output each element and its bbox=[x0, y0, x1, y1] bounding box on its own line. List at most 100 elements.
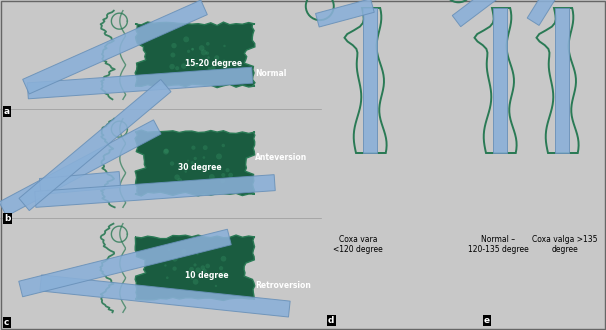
Circle shape bbox=[181, 63, 187, 69]
Text: Normal: Normal bbox=[255, 69, 287, 78]
Circle shape bbox=[204, 248, 211, 255]
Circle shape bbox=[204, 46, 211, 54]
Circle shape bbox=[201, 248, 207, 254]
Circle shape bbox=[181, 271, 186, 276]
Circle shape bbox=[190, 27, 201, 39]
Polygon shape bbox=[555, 8, 569, 153]
Circle shape bbox=[154, 245, 159, 250]
Circle shape bbox=[178, 178, 182, 183]
Text: Coxa valga >135
degree: Coxa valga >135 degree bbox=[532, 235, 598, 254]
Circle shape bbox=[209, 182, 215, 188]
Circle shape bbox=[215, 285, 217, 287]
Circle shape bbox=[196, 172, 207, 182]
Circle shape bbox=[162, 30, 167, 35]
Circle shape bbox=[205, 285, 213, 293]
Circle shape bbox=[166, 61, 175, 69]
Circle shape bbox=[210, 256, 221, 266]
Circle shape bbox=[181, 58, 186, 64]
Polygon shape bbox=[40, 275, 290, 317]
Circle shape bbox=[202, 41, 211, 49]
Circle shape bbox=[175, 33, 185, 43]
Circle shape bbox=[159, 256, 166, 263]
Circle shape bbox=[159, 271, 170, 281]
Circle shape bbox=[214, 176, 221, 183]
Circle shape bbox=[196, 178, 206, 187]
Circle shape bbox=[231, 255, 237, 260]
Circle shape bbox=[183, 165, 192, 174]
Circle shape bbox=[191, 48, 194, 51]
Circle shape bbox=[193, 162, 198, 166]
Text: e: e bbox=[484, 316, 490, 325]
Circle shape bbox=[231, 265, 242, 275]
Circle shape bbox=[157, 40, 165, 49]
Text: Retroversion: Retroversion bbox=[255, 281, 311, 290]
Circle shape bbox=[167, 165, 175, 173]
Circle shape bbox=[187, 267, 191, 272]
Circle shape bbox=[151, 61, 161, 71]
Polygon shape bbox=[19, 80, 171, 211]
Circle shape bbox=[152, 282, 159, 290]
Text: b: b bbox=[4, 214, 10, 223]
Polygon shape bbox=[493, 8, 507, 153]
Circle shape bbox=[216, 153, 222, 159]
Circle shape bbox=[166, 277, 168, 279]
Circle shape bbox=[170, 179, 178, 186]
Circle shape bbox=[229, 164, 236, 171]
Circle shape bbox=[179, 52, 189, 62]
Circle shape bbox=[201, 31, 208, 38]
Circle shape bbox=[193, 279, 198, 285]
Circle shape bbox=[146, 155, 155, 163]
Circle shape bbox=[236, 139, 242, 145]
Circle shape bbox=[217, 37, 227, 48]
Circle shape bbox=[190, 56, 198, 64]
Circle shape bbox=[217, 41, 228, 52]
Circle shape bbox=[193, 52, 204, 63]
Circle shape bbox=[198, 136, 207, 146]
Circle shape bbox=[162, 152, 174, 163]
Circle shape bbox=[196, 151, 201, 156]
Circle shape bbox=[219, 266, 223, 270]
Circle shape bbox=[199, 51, 210, 63]
Circle shape bbox=[187, 160, 189, 162]
Circle shape bbox=[205, 144, 216, 154]
Circle shape bbox=[208, 267, 218, 276]
Circle shape bbox=[224, 65, 235, 77]
Circle shape bbox=[171, 50, 180, 59]
Circle shape bbox=[213, 167, 219, 173]
Polygon shape bbox=[135, 22, 255, 88]
Circle shape bbox=[193, 263, 196, 267]
Circle shape bbox=[224, 56, 235, 66]
Circle shape bbox=[231, 272, 240, 280]
Circle shape bbox=[193, 163, 204, 173]
Polygon shape bbox=[0, 120, 161, 216]
Circle shape bbox=[186, 52, 196, 62]
Polygon shape bbox=[452, 0, 506, 27]
Circle shape bbox=[148, 56, 155, 63]
Circle shape bbox=[202, 156, 205, 159]
Circle shape bbox=[213, 37, 221, 45]
Circle shape bbox=[199, 274, 205, 280]
Circle shape bbox=[207, 56, 210, 59]
Circle shape bbox=[176, 284, 185, 294]
Circle shape bbox=[222, 144, 225, 147]
Circle shape bbox=[183, 36, 189, 42]
Circle shape bbox=[218, 286, 225, 293]
Circle shape bbox=[146, 242, 154, 250]
Circle shape bbox=[189, 283, 199, 293]
Circle shape bbox=[224, 155, 230, 160]
Circle shape bbox=[213, 255, 221, 263]
Circle shape bbox=[223, 159, 228, 164]
Circle shape bbox=[225, 173, 231, 180]
Circle shape bbox=[163, 250, 174, 261]
Circle shape bbox=[170, 146, 175, 151]
Circle shape bbox=[221, 272, 227, 277]
Circle shape bbox=[221, 275, 230, 284]
Circle shape bbox=[221, 244, 228, 252]
Circle shape bbox=[180, 165, 184, 169]
Circle shape bbox=[160, 176, 170, 186]
Circle shape bbox=[164, 264, 167, 267]
Circle shape bbox=[166, 252, 174, 260]
Circle shape bbox=[208, 42, 213, 46]
Polygon shape bbox=[27, 67, 253, 99]
Circle shape bbox=[167, 248, 170, 251]
